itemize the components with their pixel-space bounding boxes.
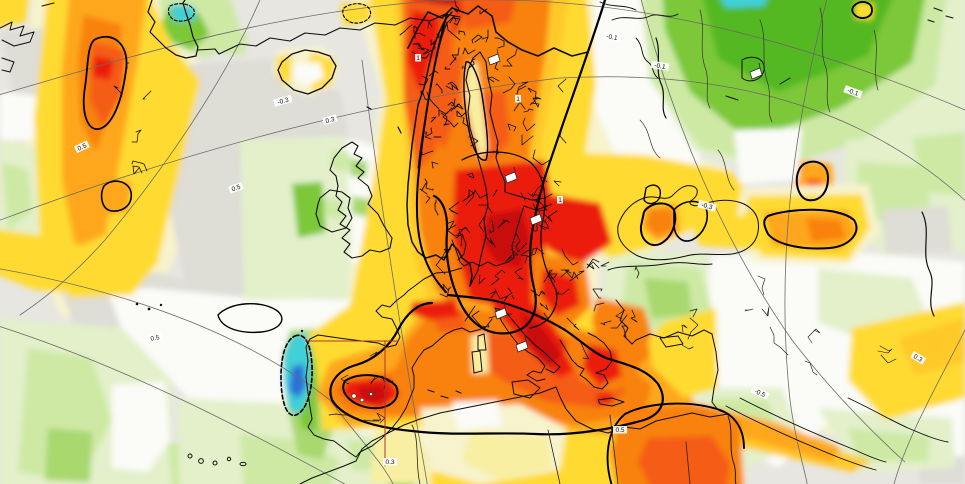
svg-text:0.3: 0.3: [325, 116, 336, 125]
svg-text:-0.1: -0.1: [606, 33, 619, 42]
svg-text:0.5: 0.5: [77, 142, 88, 152]
svg-text:-0.3: -0.3: [701, 202, 714, 212]
svg-text:-0.3: -0.3: [277, 97, 290, 107]
svg-text:0.5: 0.5: [150, 334, 160, 343]
svg-text:1: 1: [416, 55, 420, 62]
svg-text:0.5: 0.5: [615, 427, 624, 434]
svg-text:1: 1: [558, 197, 562, 204]
svg-text:-0.5: -0.5: [753, 388, 766, 399]
svg-text:1: 1: [516, 96, 520, 103]
svg-text:0.3: 0.3: [912, 353, 924, 364]
svg-text:-0.1: -0.1: [846, 87, 859, 98]
svg-text:0.5: 0.5: [231, 184, 242, 194]
svg-text:-0.1: -0.1: [654, 62, 667, 71]
svg-text:0.3: 0.3: [385, 459, 394, 466]
